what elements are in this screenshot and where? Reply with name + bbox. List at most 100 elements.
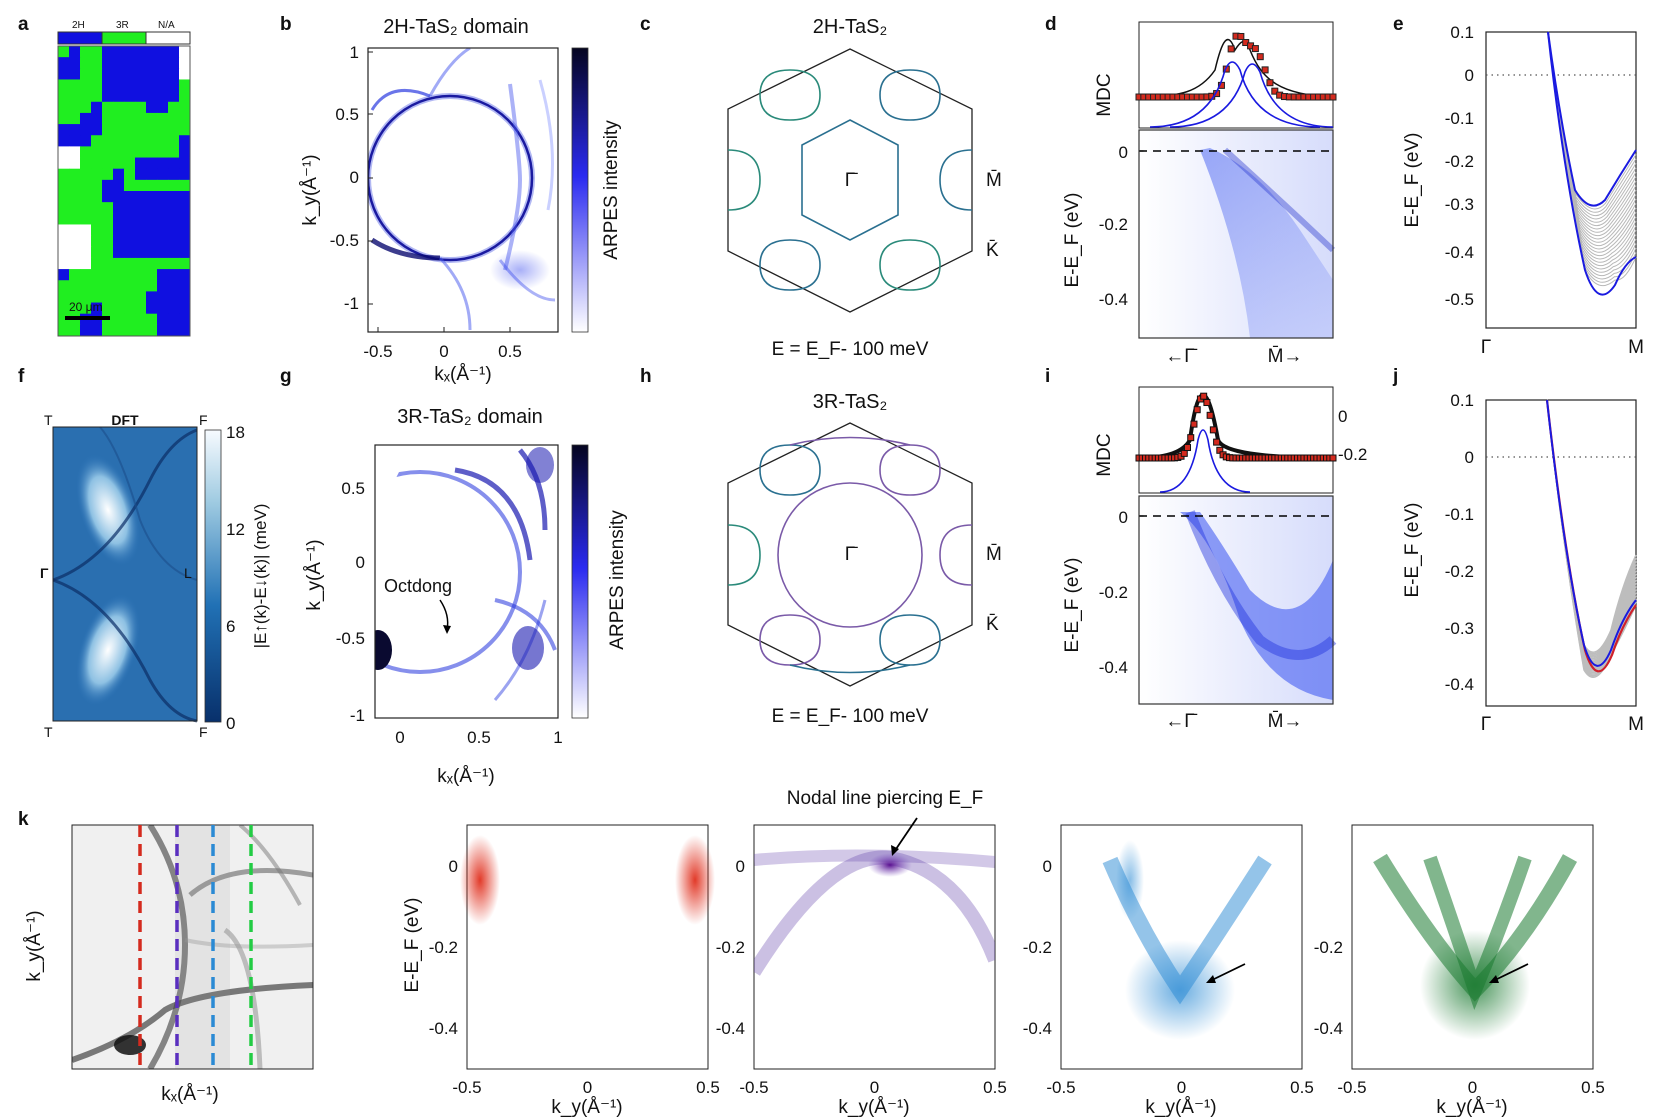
k-xtick: 0 (870, 1078, 879, 1097)
domain-pixel (91, 90, 103, 103)
domain-pixel (146, 202, 158, 214)
domain-pixel (179, 224, 191, 237)
domain-pixel (102, 280, 114, 292)
j-ytick-5: -0.3 (1445, 619, 1474, 638)
domain-pixel (113, 90, 125, 103)
domain-pixel (146, 324, 158, 337)
domain-pixel (157, 68, 169, 80)
domain-pixel (168, 246, 180, 259)
f-corner-gamma: Γ (40, 565, 49, 581)
domain-pixel (146, 90, 158, 103)
domain-pixel (69, 168, 81, 181)
domain-pixel (69, 157, 81, 170)
k-xtick: -0.5 (1046, 1078, 1075, 1097)
domain-pixel (80, 191, 92, 203)
j-ytick-1: 0.1 (1450, 391, 1474, 410)
panel-b-frame (367, 47, 559, 333)
domain-pixel (91, 202, 103, 214)
b-ylabel: k_y(Å⁻¹) (300, 154, 321, 225)
domain-pixel (135, 191, 147, 203)
domain-pixel (124, 191, 136, 203)
panel-label-e: e (1393, 14, 1404, 35)
domain-pixel (80, 68, 92, 80)
k-map-frame (71, 824, 314, 1070)
domain-pixel (58, 101, 70, 114)
k-map-xlabel: kₓ(Å⁻¹) (161, 1084, 218, 1105)
domain-pixel (179, 291, 191, 303)
i-mdc-tick-1: 0 (1338, 407, 1347, 426)
domain-pixel (58, 68, 70, 80)
domain-pixel (58, 57, 70, 69)
domain-pixel (135, 291, 147, 303)
domain-pixel (135, 246, 147, 259)
panel-h-title: 3R-TaS₂ (813, 391, 887, 413)
e-band-line (1547, 31, 1637, 257)
domain-pixel (135, 313, 147, 326)
domain-pixel (69, 224, 81, 237)
domain-pixel (102, 146, 114, 158)
panel-g-frame (374, 444, 559, 719)
k-spectrum-red (466, 824, 709, 1070)
domain-pixel (179, 213, 191, 225)
domain-pixel (113, 257, 125, 270)
domain-pixel (80, 257, 92, 270)
domain-pixel (146, 112, 158, 125)
dft-node-line-1 (52, 428, 198, 582)
f-corner-f1: F (199, 412, 208, 428)
e-band-line (1547, 31, 1637, 280)
domain-pixel (124, 168, 136, 181)
k-green-arrow (1492, 963, 1529, 982)
k-blue-arrowhead (1206, 975, 1216, 983)
domain-pixel (146, 68, 158, 80)
mdc-point (1184, 444, 1191, 452)
domain-pixel (124, 90, 136, 103)
domain-pixel (124, 302, 136, 315)
d-spectrum-band (1200, 148, 1333, 338)
domain-pixel (102, 179, 114, 192)
fs-k-pockets-2h (727, 69, 973, 291)
g-xtick-3: 1 (553, 728, 562, 747)
domain-pixel (58, 90, 70, 103)
domain-pixel (80, 280, 92, 292)
j-x-left: Γ (1481, 714, 1491, 735)
domain-pixel (146, 124, 158, 136)
domain-pixel (80, 146, 92, 158)
domain-pixel (102, 135, 114, 147)
j-red-band (1545, 399, 1637, 673)
domain-pixel (157, 90, 169, 103)
g-ytick-3: -0.5 (336, 629, 365, 648)
domain-pixel (157, 135, 169, 147)
domain-pixel (69, 112, 81, 125)
domain-pixel (113, 124, 125, 136)
k-ytick-b1: 0 (1043, 857, 1052, 876)
domain-pixel (157, 57, 169, 69)
domain-pixel (58, 135, 70, 147)
k-map-ylabel: k_y(Å⁻¹) (24, 910, 45, 981)
e-band-fill (1547, 31, 1637, 287)
d-ytick-1: 0 (1119, 143, 1128, 162)
i-ytick-1: 0 (1119, 508, 1128, 527)
domain-pixel (124, 135, 136, 147)
c-m: M̄ (986, 170, 1002, 191)
domain-pixel (168, 112, 180, 125)
dft-node-line-2 (52, 578, 198, 723)
f-cbtick-4: 0 (226, 714, 235, 733)
domain-pixel (135, 157, 147, 170)
domain-pixel (80, 291, 92, 303)
e-frame (1485, 31, 1637, 329)
domain-pixel (135, 202, 147, 214)
domain-pixel (168, 57, 180, 69)
domain-pixel (124, 291, 136, 303)
legend-swatch-3r (101, 31, 147, 45)
k-blue-bands (1102, 840, 1272, 1040)
domain-pixel (80, 269, 92, 281)
j-ytick-3: -0.1 (1445, 505, 1474, 524)
domain-pixel (80, 57, 92, 69)
k-xlabel: k_y(Å⁻¹) (551, 1097, 622, 1117)
panel-b-ticks (368, 51, 511, 332)
b-ytick-4: -0.5 (330, 231, 359, 250)
b-ytick-1: 1 (350, 43, 359, 62)
domain-pixel (146, 313, 158, 326)
domain-pixel (157, 257, 169, 270)
panel-label-f: f (18, 366, 25, 387)
